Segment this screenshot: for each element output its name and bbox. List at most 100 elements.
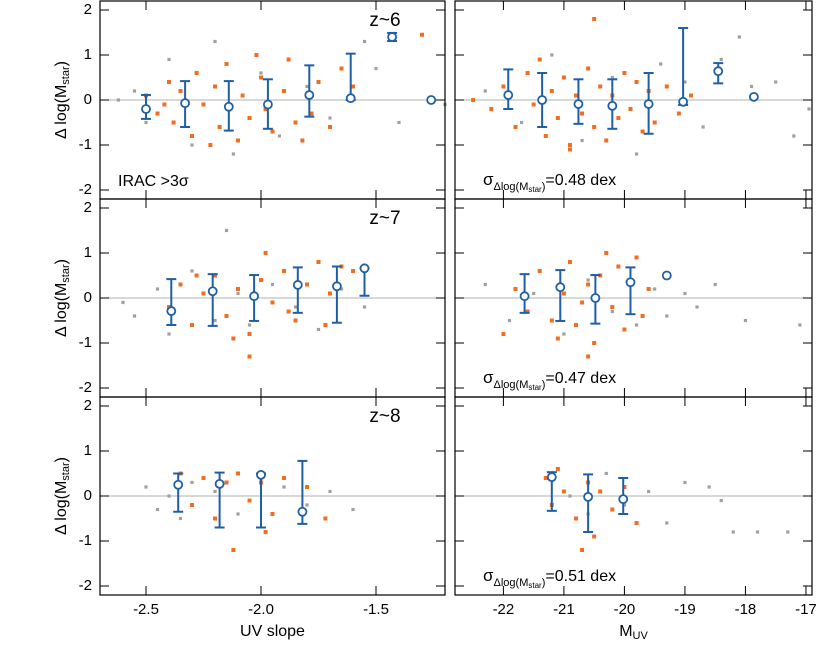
y-axis-label-close: ) (53, 61, 70, 66)
data-point (190, 323, 194, 327)
data-point (640, 314, 645, 318)
data-point (201, 476, 206, 480)
panel: σΔlog(Mstar)=0.48 dex (454, 0, 813, 200)
redshift-label: z~7 (369, 208, 400, 229)
panel: -2 -1 0 1 2 z~6 IRAC >3σ Δ log(Mstar) (53, 0, 447, 200)
median-point (618, 494, 629, 505)
median-point (304, 90, 315, 100)
data-point (622, 503, 627, 507)
data-point (247, 332, 252, 336)
median-point (292, 280, 303, 290)
data-point (236, 138, 240, 143)
data-point (561, 75, 566, 80)
median-point (573, 99, 584, 109)
data-point (270, 512, 275, 516)
x-tick-label: -22 (493, 601, 515, 618)
data-point (263, 251, 268, 255)
data-point (586, 278, 590, 282)
median-point (713, 66, 724, 77)
data-point (263, 107, 268, 111)
x-tick-label: -1.5 (363, 601, 389, 618)
median-point (583, 491, 594, 502)
data-point (247, 498, 252, 503)
data-point (719, 498, 723, 503)
median-point (519, 291, 530, 302)
median-point (207, 286, 218, 297)
note: IRAC >3σ (118, 173, 189, 190)
data-point (737, 35, 741, 39)
data-point (277, 134, 281, 138)
data-point (580, 548, 585, 552)
data-point (701, 125, 705, 129)
data-point (397, 120, 401, 125)
data-point (567, 147, 572, 152)
x-tick-label: -2.5 (133, 601, 159, 618)
y-axis-label-text: Δ log(M (53, 283, 70, 337)
data-point (213, 273, 217, 278)
y-axis-label: Δ log(Mstar) (53, 61, 72, 139)
data-point (116, 98, 120, 102)
data-point (634, 521, 639, 525)
data-point (652, 120, 657, 125)
data-point (592, 125, 597, 129)
y-tick-label: 0 (84, 289, 92, 306)
data-point (190, 134, 194, 138)
data-point (328, 291, 332, 296)
data-point (190, 143, 194, 147)
data-point (162, 102, 167, 107)
data-point (489, 107, 494, 111)
median-point (387, 32, 398, 42)
data-point (190, 503, 194, 507)
sigma-note: σΔlog(Mstar)=0.51 dex (483, 566, 616, 590)
median-point (331, 281, 342, 292)
y-axis-label-sub: star (60, 66, 72, 85)
y-axis-label-close: ) (53, 259, 70, 264)
data-point (592, 341, 597, 345)
data-point (616, 264, 621, 269)
data-point (513, 125, 518, 129)
data-point (270, 282, 275, 287)
data-point (374, 66, 378, 71)
data-point (351, 84, 355, 89)
sigma-sub: Δlog(M (494, 181, 529, 193)
data-point (316, 260, 321, 264)
sigma-subsub: star (528, 185, 542, 194)
data-point (653, 287, 657, 291)
y-axis-label: Δ log(Mstar) (53, 259, 72, 337)
sigma-subsub: star (528, 581, 542, 590)
data-point (598, 489, 603, 494)
data-point (610, 75, 614, 80)
data-point (604, 138, 609, 143)
data-point (316, 327, 321, 332)
data-point (328, 125, 332, 129)
sigma-sub-close: ) (542, 577, 546, 589)
data-point (598, 84, 603, 89)
x-axis-label: UV slope (240, 623, 305, 640)
data-point (567, 143, 572, 147)
data-point (592, 17, 597, 21)
sigma-value: =0.47 dex (545, 370, 616, 387)
y-axis-label-text: Δ log(M (53, 481, 70, 535)
y-axis-label-close: ) (53, 457, 70, 462)
data-point (543, 134, 548, 138)
median-point (537, 95, 548, 105)
data-point (286, 309, 291, 314)
y-tick-label: 2 (84, 199, 92, 216)
y-tick-label: -1 (79, 136, 92, 153)
data-point (171, 120, 176, 125)
data-point (323, 323, 328, 327)
data-point (543, 476, 548, 480)
data-point (586, 354, 591, 359)
data-point (549, 318, 554, 323)
data-point (270, 129, 275, 134)
data-point (201, 291, 206, 296)
median-point (180, 98, 191, 109)
data-point (507, 318, 512, 323)
data-point (305, 485, 309, 489)
panel: σΔlog(Mstar)=0.47 dex (454, 198, 813, 398)
data-point (519, 120, 524, 125)
data-point (792, 134, 796, 138)
data-point (351, 269, 355, 273)
sigma-sub: Δlog(M (494, 379, 529, 391)
data-point (683, 480, 687, 485)
